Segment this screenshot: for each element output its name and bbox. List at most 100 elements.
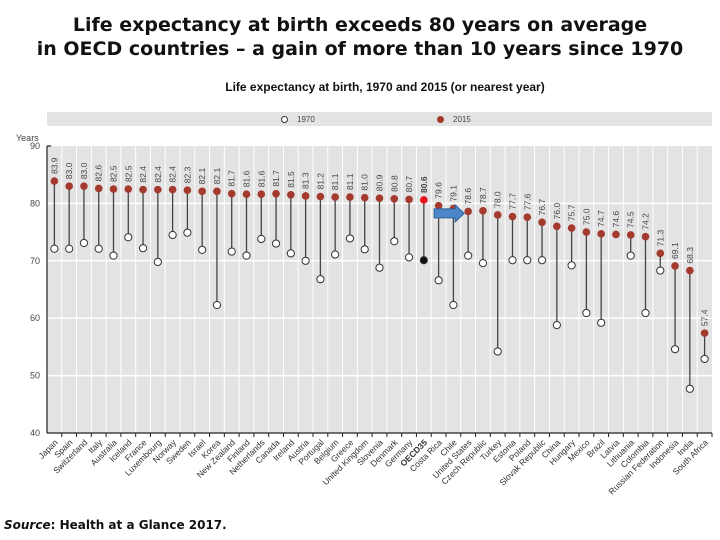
y-tick-label-70: 70 [30,256,40,266]
dot-2015-10 [198,187,206,196]
dot-1970-35 [567,261,576,270]
dot-2015-13 [242,190,251,199]
legend-item-2015: 2015 [437,112,471,126]
dot-1970-15 [271,239,281,248]
value-label-2015-12: 81.7 [227,170,237,187]
dot-1970-43 [685,384,694,393]
dot-2015-6 [139,185,147,194]
dot-2015-38 [612,230,620,239]
dot-2015-2 [80,182,88,190]
dot-2015-33 [538,218,546,227]
dot-1970-9 [183,228,192,237]
dot-2015-21 [360,193,369,202]
chart-plot: 40 50 60 70 80 90 83.9 83.0 83.0 82.6 82.5 82.5 82.… [16,133,713,497]
value-label-2015-2: 83.0 [79,162,89,179]
dot-1970-42 [670,345,680,354]
dot-1970-33 [537,256,547,265]
dot-1970-37 [597,318,606,327]
value-label-2015-27: 79.1 [448,185,458,202]
y-tick-label-80: 80 [30,198,40,208]
dot-1970-11 [212,300,222,310]
value-label-2015-43: 68.3 [685,247,695,264]
value-label-2015-28: 78.6 [463,188,473,205]
dot-1970-13 [242,251,251,260]
dot-1970-23 [390,237,399,246]
dot-2015-42 [671,262,679,270]
dot-1970-14 [257,234,266,244]
dot-1970-3 [94,244,103,253]
value-label-2015-6: 82.4 [138,166,148,183]
dot-1970-2 [79,238,89,248]
value-label-2015-21: 81.0 [360,174,370,191]
dot-2015-40 [641,232,650,241]
dot-1970-27 [449,300,458,310]
dot-1970-1 [65,244,74,253]
headline-line-1: Life expectancy at birth exceeds 80 year… [72,14,648,36]
value-label-2015-4: 82.5 [109,165,119,182]
dot-2015-32 [523,213,532,221]
value-label-2015-40: 74.2 [641,213,651,230]
value-label-2015-44: 57.4 [700,309,710,326]
dot-1970-20 [345,234,355,243]
value-label-2015-36: 75.0 [581,208,591,225]
value-label-2015-25: 80.6 [419,176,429,193]
value-label-2015-38: 74.6 [611,211,621,228]
dot-2015-8 [168,185,177,194]
dot-1970-24 [404,253,414,262]
value-label-2015-31: 77.7 [508,193,518,210]
dot-2015-28 [464,207,472,216]
dot-2015-36 [582,228,591,236]
dot-2015-44 [700,329,709,337]
legend: 1970 2015 [47,112,712,126]
dot-2015-14 [257,190,266,199]
dot-1970-10 [198,245,207,254]
dot-1970-28 [464,251,473,260]
dot-1970-34 [552,320,561,330]
dot-2015-29 [479,207,487,215]
dot-1970-30 [493,347,502,356]
dot-1970-17 [301,256,310,265]
dot-2015-1 [65,182,73,190]
dot-2015-0 [50,177,59,185]
value-label-2015-18: 81.2 [315,173,325,190]
dot-1970-7 [153,257,162,267]
dot-2015-20 [346,193,354,201]
source-label: Source [4,518,51,532]
dot-2015-3 [94,184,103,193]
value-label-2015-30: 78.0 [493,191,503,208]
dot-2015-35 [567,224,576,232]
dot-1970-12 [227,247,236,256]
dot-1970-41 [656,266,665,275]
value-label-2015-20: 81.1 [345,173,355,190]
y-tick-label-50: 50 [30,371,40,381]
value-label-2015-10: 82.1 [197,168,207,185]
dot-2015-19 [331,193,339,201]
dot-1970-16 [286,249,295,258]
value-label-2015-16: 81.5 [286,171,296,188]
value-label-2015-17: 81.3 [301,172,311,189]
value-label-2015-39: 74.5 [626,211,636,228]
value-label-2015-19: 81.1 [330,173,340,190]
chart-title: Life expectancy at birth, 1970 and 2015 … [225,80,545,94]
dot-1970-31 [508,256,517,265]
dot-1970-21 [360,245,369,254]
dot-1970-32 [523,256,532,265]
dot-1970-25 [419,256,428,265]
value-label-2015-26: 79.6 [434,182,444,199]
dot-1970-44 [700,354,709,364]
dot-2015-31 [508,212,517,221]
dot-2015-11 [213,187,221,196]
value-label-2015-34: 76.0 [552,203,562,220]
value-label-2015-42: 69.1 [670,242,680,259]
dot-2015-18 [316,192,325,201]
right-arrow-icon [433,203,465,224]
dot-2015-41 [656,249,665,258]
dot-1970-5 [124,233,133,242]
dot-1970-36 [582,308,591,318]
dot-2015-17 [301,192,310,200]
value-label-2015-8: 82.4 [168,166,178,183]
y-tick-label-60: 60 [30,313,40,323]
dot-1970-19 [331,250,340,259]
value-label-2015-7: 82.4 [153,166,163,183]
legend-marker-1970-icon [281,115,288,123]
